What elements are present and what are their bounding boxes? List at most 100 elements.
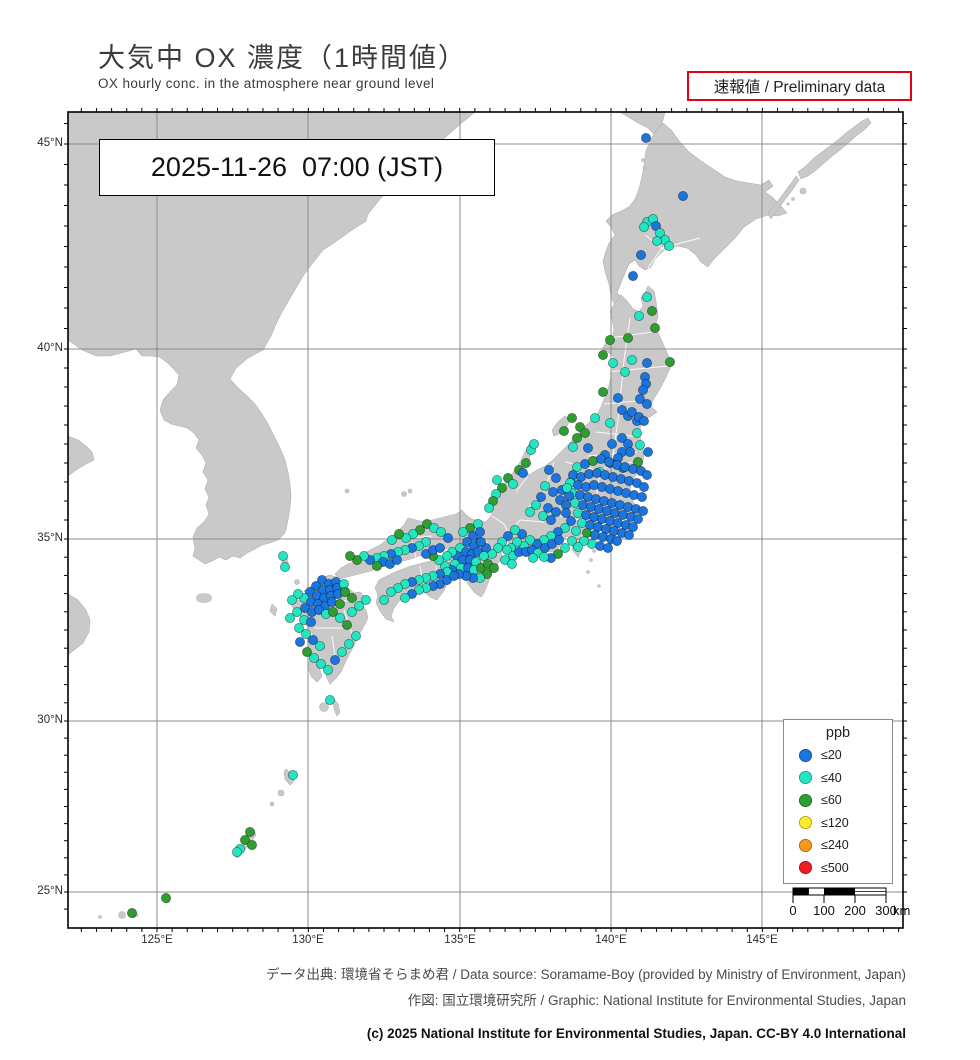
- station-dot: [529, 438, 540, 449]
- station-dot: [344, 551, 355, 562]
- station-dot: [231, 847, 242, 858]
- station-dot: [583, 442, 594, 453]
- station-dot: [277, 551, 288, 562]
- okinoerabu-island: [269, 801, 275, 807]
- station-dot: [579, 536, 590, 547]
- rebun-island: [641, 158, 645, 162]
- station-dot: [386, 535, 397, 546]
- station-dot: [483, 502, 494, 513]
- station-dot: [633, 514, 644, 525]
- station-dot: [353, 601, 364, 612]
- station-dot: [539, 552, 550, 563]
- station-dot: [650, 322, 661, 333]
- station-dot: [607, 438, 618, 449]
- station-dot: [399, 579, 410, 590]
- lon-label-4: 145°E: [746, 934, 778, 946]
- station-dot: [617, 432, 628, 443]
- station-dot: [435, 527, 446, 538]
- goto-island: [269, 603, 278, 617]
- station-dot: [358, 551, 369, 562]
- legend-dot-icon: [799, 771, 812, 785]
- lat-label-1: 40°N: [37, 342, 63, 354]
- station-dot: [448, 571, 459, 582]
- shikotan-island: [799, 187, 807, 195]
- station-dot: [406, 589, 417, 600]
- station-dot: [294, 637, 305, 648]
- station-dot: [643, 446, 654, 457]
- legend-dot-icon: [799, 793, 812, 807]
- lat-label-4: 25°N: [37, 885, 63, 897]
- station-dot: [420, 537, 431, 548]
- station-dot: [474, 527, 485, 538]
- station-dot: [420, 549, 431, 560]
- station-dot: [642, 469, 653, 480]
- station-dot: [562, 482, 573, 493]
- page-title: 大気中 OX 濃度（1時間値）: [98, 43, 468, 73]
- station-dot: [334, 613, 345, 624]
- station-dot: [521, 457, 532, 468]
- station-dot: [605, 334, 616, 345]
- station-dot: [641, 132, 652, 143]
- station-dot: [546, 515, 557, 526]
- station-dot: [632, 477, 643, 488]
- station-dot: [642, 291, 653, 302]
- station-dot: [457, 527, 468, 538]
- scalebar-label-300: 300: [875, 903, 897, 918]
- station-dot: [507, 478, 518, 489]
- station-dot: [548, 486, 559, 497]
- station-dot: [308, 653, 319, 664]
- station-dot: [346, 607, 357, 618]
- station-dot: [329, 655, 340, 666]
- station-dot: [603, 543, 614, 554]
- station-dot: [327, 607, 338, 618]
- kunashiri-landmass: [767, 175, 800, 220]
- station-dot: [399, 593, 410, 604]
- legend-item-≤60: ≤60: [784, 789, 892, 812]
- station-dot: [605, 417, 616, 428]
- station-dot: [639, 221, 650, 232]
- iki-island: [294, 579, 300, 585]
- station-dot: [287, 770, 298, 781]
- station-dot: [560, 523, 571, 534]
- station-dot: [651, 220, 662, 231]
- station-dot: [551, 472, 562, 483]
- station-dot: [608, 357, 619, 368]
- station-dot: [478, 551, 489, 562]
- station-dot: [634, 310, 645, 321]
- iturup-landmass: [797, 117, 872, 180]
- jeju-island: [196, 593, 212, 603]
- station-dot: [512, 537, 523, 548]
- legend: ppb ≤20 ≤40 ≤60 ≤120 ≤240 ≤500: [783, 719, 893, 884]
- station-dot: [414, 525, 425, 536]
- station-dot: [573, 542, 584, 553]
- yakushima-island: [319, 702, 329, 712]
- station-dot: [481, 569, 492, 580]
- station-dot: [293, 623, 304, 634]
- station-dot: [304, 587, 315, 598]
- station-dot: [637, 491, 648, 502]
- station-dot: [475, 563, 486, 574]
- station-dot: [284, 613, 295, 624]
- lon-label-2: 135°E: [444, 934, 476, 946]
- station-dot: [567, 536, 578, 547]
- station-dot: [506, 559, 517, 570]
- station-dot: [642, 357, 653, 368]
- station-dot: [343, 639, 354, 650]
- station-dot: [647, 305, 658, 316]
- station-dot: [572, 432, 583, 443]
- station-dot: [334, 599, 345, 610]
- legend-item-label: ≤240: [821, 838, 849, 853]
- station-dot: [580, 427, 591, 438]
- izu-island-2: [589, 558, 593, 562]
- lat-label-0: 45°N: [37, 137, 63, 149]
- station-dot: [613, 392, 624, 403]
- station-dot: [633, 456, 644, 467]
- station-dot: [301, 647, 312, 658]
- izu-island-4: [597, 584, 601, 588]
- izu-island-3: [586, 570, 590, 574]
- station-dot: [239, 835, 250, 846]
- station-dot: [441, 575, 452, 586]
- station-dot: [652, 235, 663, 246]
